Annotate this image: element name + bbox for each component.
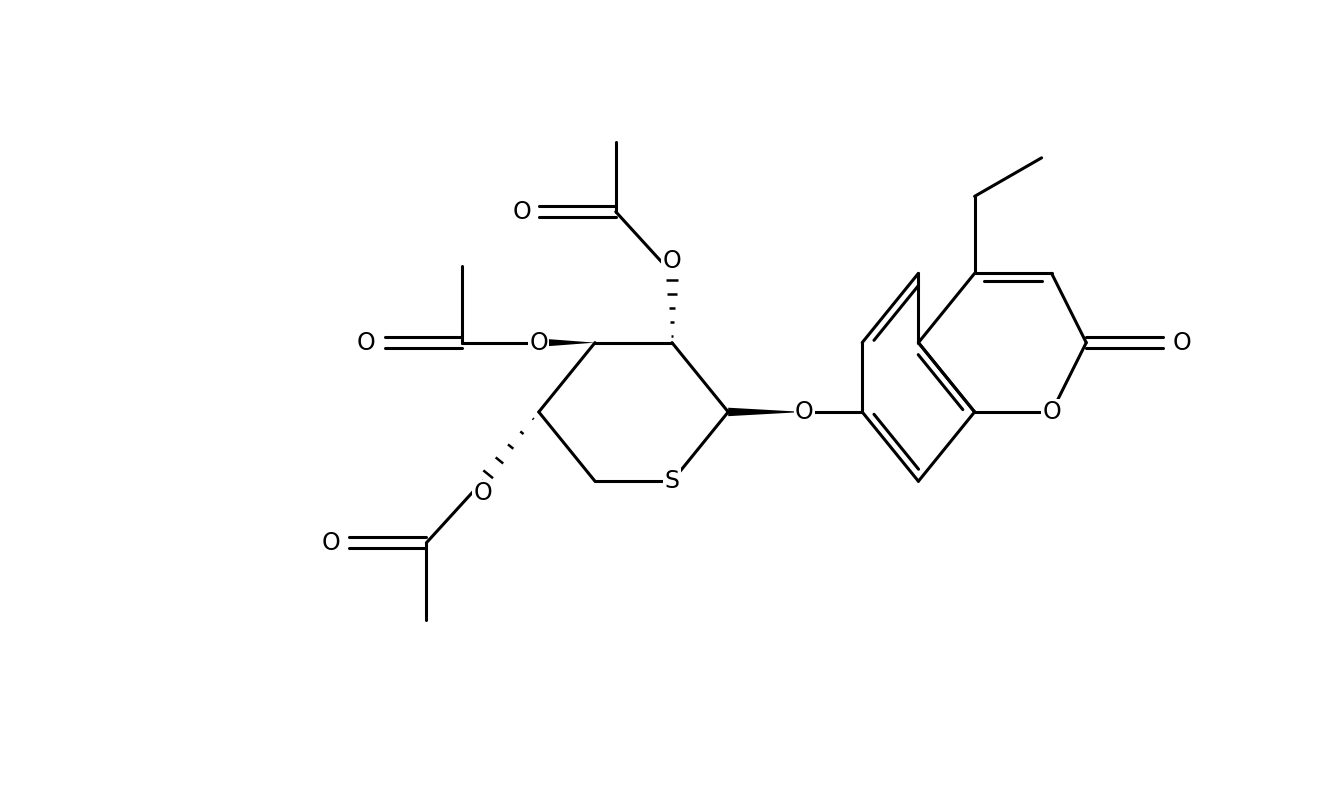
- Text: O: O: [357, 330, 376, 354]
- Text: O: O: [529, 330, 548, 354]
- Text: O: O: [473, 481, 492, 505]
- Text: O: O: [512, 200, 531, 224]
- Text: S: S: [664, 469, 680, 493]
- Text: O: O: [321, 531, 340, 555]
- Text: O: O: [1042, 400, 1061, 424]
- Text: O: O: [794, 400, 814, 424]
- Text: O: O: [1173, 330, 1192, 354]
- Polygon shape: [728, 407, 804, 416]
- Polygon shape: [539, 338, 595, 347]
- Text: O: O: [663, 249, 681, 273]
